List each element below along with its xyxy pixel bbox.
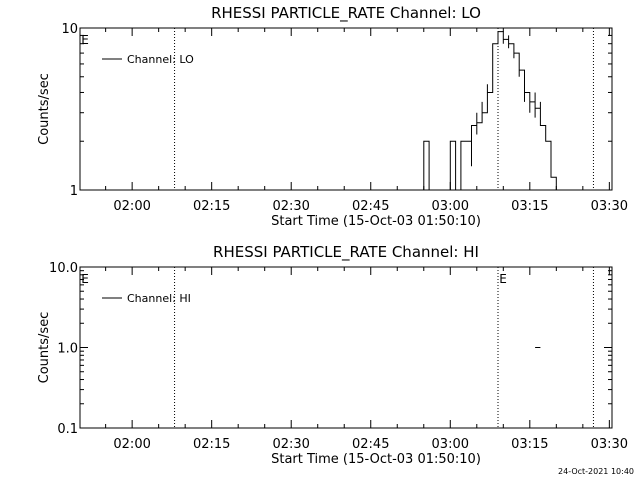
x-axis-label: Start Time (15-Oct-03 01:50:10) [271,214,481,229]
x-tick-label: 03:15 [511,199,548,214]
x-tick-label: 03:00 [432,437,469,452]
y-axis-label: Counts/sec [37,312,52,384]
x-axis-label: Start Time (15-Oct-03 01:50:10) [271,452,481,467]
x-tick-label: 03:30 [591,199,628,214]
flag-marker: E [81,272,89,286]
y-tick-label: 1.0 [57,342,78,357]
x-tick-label: 02:00 [113,437,150,452]
x-tick-label: 02:15 [193,199,230,214]
y-tick-label: 10.0 [49,261,78,276]
legend-label: Channel: HI [127,292,191,305]
x-tick-label: 02:00 [113,199,150,214]
x-tick-label: 02:45 [352,199,389,214]
footer-timestamp: 24-Oct-2021 10:40 [558,467,634,476]
x-tick-label: 03:30 [591,437,628,452]
x-tick-label: 02:30 [272,437,309,452]
y-tick-label: 0.1 [57,422,78,437]
x-tick-label: 02:30 [272,199,309,214]
x-tick-label: 03:00 [432,199,469,214]
flag-marker: E [81,33,89,47]
x-tick-label: 02:45 [352,437,389,452]
y-axis-label: Counts/sec [37,73,52,145]
x-tick-label: 03:15 [511,437,548,452]
flag-marker: E [499,272,507,286]
chart-title: RHESSI PARTICLE_RATE Channel: LO [211,4,481,23]
y-tick-label: 10 [61,22,78,37]
y-tick-label: 1 [70,184,78,199]
chart-title: RHESSI PARTICLE_RATE Channel: HI [213,243,479,262]
series-line [418,31,562,191]
plot-frame [79,27,613,191]
x-tick-label: 02:15 [193,437,230,452]
legend-label: Channel: LO [127,53,194,66]
